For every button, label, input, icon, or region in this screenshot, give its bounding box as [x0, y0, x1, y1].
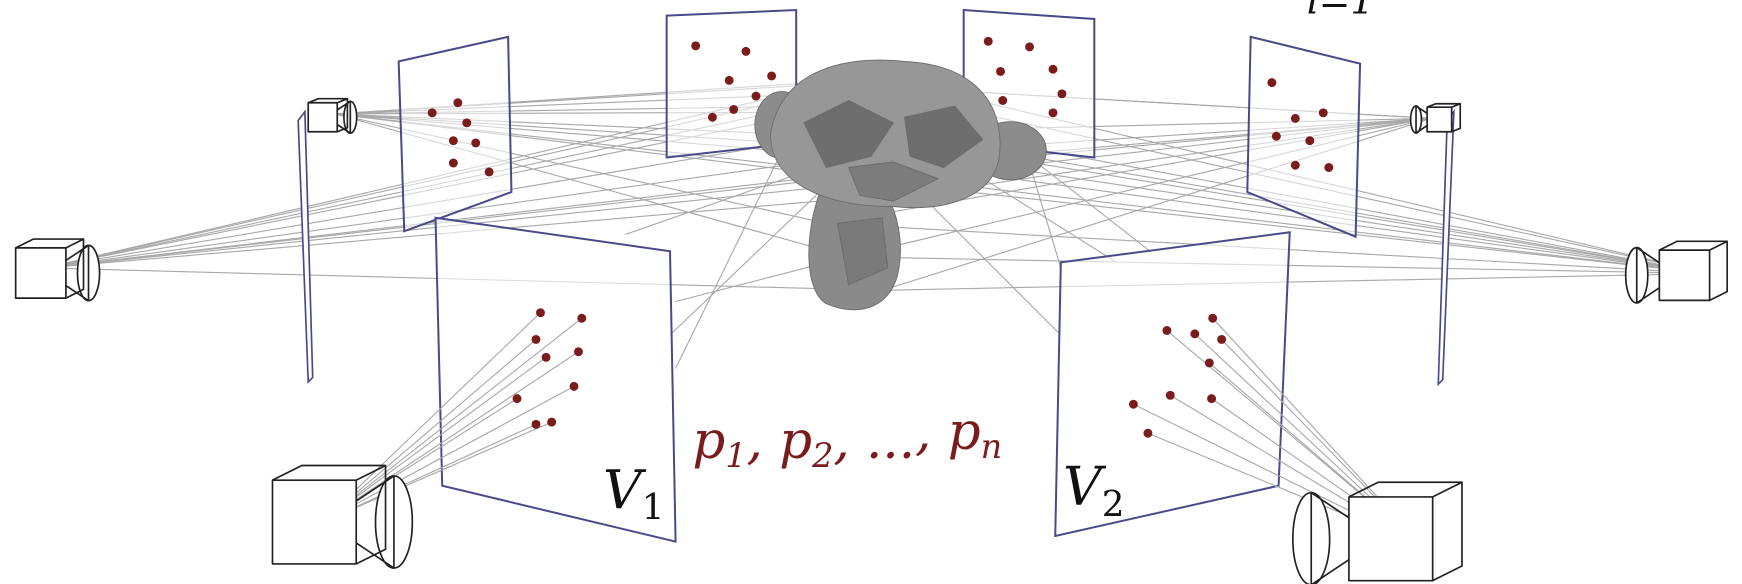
feature-point	[767, 71, 776, 80]
feature-point	[984, 37, 993, 46]
side-plane	[298, 112, 313, 382]
label-separator: ,	[747, 411, 780, 471]
camera-edge	[1433, 482, 1462, 497]
camera-edge	[66, 239, 84, 248]
label-subscript: 2	[1102, 484, 1125, 525]
label-subscript: 1	[642, 487, 665, 528]
camera-edge	[356, 465, 385, 480]
camera	[308, 99, 356, 134]
feature-point	[513, 394, 522, 403]
label-separator: ,	[915, 402, 948, 462]
feature-point	[449, 159, 458, 168]
feature-point	[532, 420, 541, 429]
label-separator: ,	[833, 411, 866, 471]
feature-point	[1324, 163, 1333, 172]
feature-point	[1208, 314, 1217, 323]
feature-point	[577, 314, 586, 323]
side-plane	[1438, 112, 1454, 384]
camera-body	[1659, 250, 1709, 300]
feature-point	[462, 118, 471, 127]
feature-point	[708, 113, 717, 122]
feature-point	[485, 167, 494, 176]
feature-point	[1205, 358, 1214, 367]
feature-point	[471, 138, 480, 147]
top-label: i=1	[1306, 0, 1374, 22]
camera-body	[1349, 497, 1433, 581]
feature-point	[570, 382, 579, 391]
points-label: p1, p2, ..., pn	[692, 402, 1002, 475]
label-subscript: 2	[811, 436, 833, 475]
feature-point	[725, 76, 734, 85]
feature-point	[1049, 108, 1058, 117]
feature-point	[453, 98, 462, 107]
feature-point	[1291, 114, 1300, 123]
feature-point	[1207, 394, 1216, 403]
label-subscript: n	[981, 427, 1003, 466]
camera-body	[308, 103, 337, 132]
feature-point	[1143, 429, 1152, 438]
image-plane	[399, 37, 512, 231]
label-base: p	[948, 402, 981, 462]
ray	[882, 274, 1708, 291]
camera-body	[272, 480, 356, 564]
feature-point	[1319, 108, 1328, 117]
camera	[272, 465, 412, 568]
label-base: ...	[866, 411, 915, 471]
label-subscript: 1	[725, 436, 746, 475]
feature-point	[1166, 391, 1175, 400]
feature-point	[1057, 89, 1066, 98]
label-base: p	[779, 411, 812, 471]
feature-point	[1190, 329, 1199, 338]
feature-point	[1025, 42, 1034, 51]
feature-point	[1129, 400, 1138, 409]
feature-point	[542, 353, 551, 362]
feature-point	[741, 47, 750, 56]
feature-point	[428, 108, 437, 117]
feature-point	[536, 308, 545, 317]
label-base: p	[692, 411, 725, 471]
feature-point	[449, 136, 458, 145]
label-letter: V	[603, 458, 647, 521]
feature-point	[532, 335, 541, 344]
feature-point	[1291, 161, 1300, 170]
feature-point	[1272, 132, 1281, 141]
figure: V1 V2 p1, p2, ..., pn i=1	[0, 0, 1742, 584]
feature-point	[1217, 335, 1226, 344]
feature-point	[998, 96, 1007, 105]
feature-point	[1305, 136, 1314, 145]
feature-point	[996, 67, 1005, 76]
camera-edge	[1710, 241, 1728, 250]
camera	[1626, 241, 1728, 303]
camera	[1293, 482, 1462, 584]
camera	[16, 239, 100, 301]
camera-body	[16, 248, 66, 298]
camera-body	[1427, 107, 1452, 132]
label-letter: V	[1063, 455, 1107, 518]
feature-point	[1162, 326, 1171, 335]
feature-point	[1049, 65, 1058, 74]
feature-point	[574, 347, 583, 356]
feature-point	[729, 105, 738, 114]
feature-point	[752, 92, 761, 101]
feature-point	[547, 418, 556, 427]
feature-point	[1267, 78, 1276, 87]
page: V1 V2 p1, p2, ..., pn i=1 (() => { const…	[0, 0, 1742, 584]
feature-point	[691, 41, 700, 50]
